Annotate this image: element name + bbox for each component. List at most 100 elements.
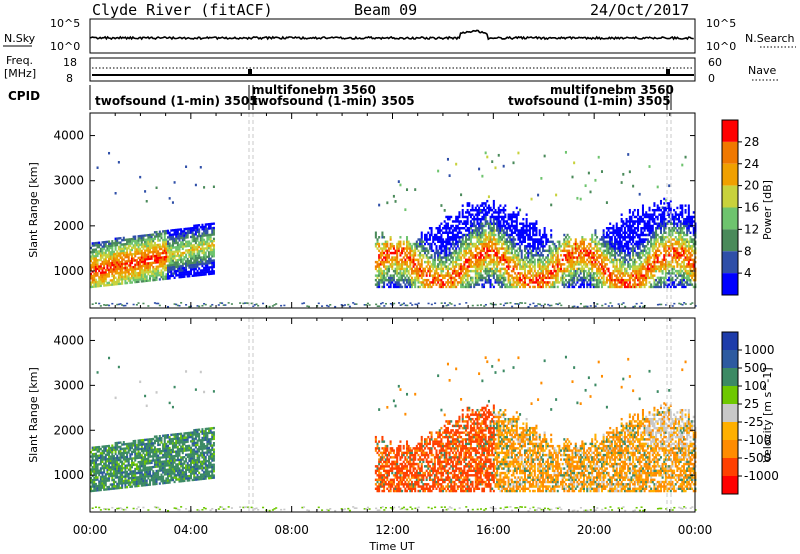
power-echo-cell (145, 247, 148, 250)
power-echo-cell (538, 231, 541, 234)
power-echo-cell (491, 215, 494, 219)
power-echo-cell (450, 274, 453, 277)
power-echo-cell (127, 242, 130, 246)
power-echo-cell (453, 238, 456, 241)
power-echo-cell (581, 260, 584, 264)
power-echo-cell (494, 260, 497, 264)
power-echo-cell (519, 238, 522, 241)
power-echo-cell (394, 267, 397, 271)
power-echo-cell (209, 222, 212, 226)
power-echo-cell (469, 285, 472, 289)
power-echo-cell (512, 269, 515, 273)
power-echo-cell (168, 268, 171, 271)
power-echo-cell (610, 278, 613, 282)
power-echo-cell (496, 220, 499, 223)
power-echo-cell (181, 251, 184, 255)
power-echo-cell (142, 251, 145, 255)
power-echo-cell (645, 283, 648, 286)
power-echo-cell (191, 268, 194, 271)
power-echo-cell (112, 283, 115, 286)
power-echo-cell (450, 278, 453, 282)
power-echo-cell (522, 258, 525, 262)
power-echo-cell (163, 262, 166, 265)
power-echo-cell (394, 281, 397, 284)
power-echo-cell (484, 208, 487, 212)
power-echo-cell (556, 240, 559, 243)
power-echo-cell (410, 276, 413, 280)
power-echo-cell (573, 281, 576, 284)
power-echo-cell (466, 251, 469, 255)
power-echo-cell (525, 251, 528, 255)
power-echo-cell (433, 269, 436, 273)
power-echo-cell (94, 270, 97, 273)
power-echo-cell (168, 242, 171, 245)
power-echo-cell (612, 249, 615, 253)
power-echo-cell (183, 236, 186, 239)
power-echo-cell (412, 260, 415, 264)
power-echo-cell (574, 272, 577, 275)
power-echo-cell (447, 304, 450, 306)
power-echo-cell (112, 261, 115, 264)
power-echo-cell (412, 283, 415, 286)
power-echo-cell (147, 266, 150, 269)
power-echo-cell (509, 278, 512, 282)
power-echo-cell (424, 267, 427, 271)
power-echo-cell (466, 285, 469, 289)
power-echo-cell (515, 215, 518, 219)
power-echo-cell (108, 264, 111, 267)
power-echo-cell (122, 258, 125, 261)
power-echo-cell (469, 238, 472, 241)
power-echo-cell (515, 220, 518, 223)
power-echo-cell (550, 260, 553, 264)
power-echo-cell (578, 267, 581, 271)
power-echo-cell (185, 255, 188, 259)
power-echo-cell (116, 265, 119, 268)
power-echo-cell (638, 305, 641, 308)
power-echo-cell (563, 263, 566, 266)
power-echo-cell (433, 274, 436, 277)
power-echo-cell (171, 239, 174, 243)
power-echo-cell (106, 262, 109, 265)
power-echo-cell (553, 247, 556, 250)
power-echo-cell (532, 274, 535, 277)
power-echo-cell (510, 222, 513, 225)
power-echo-cell (510, 245, 513, 248)
power-echo-cell (550, 285, 553, 289)
power-echo-cell (422, 256, 425, 259)
power-echo-cell (402, 272, 405, 275)
power-echo-cell (519, 247, 522, 250)
power-echo-cell (194, 274, 197, 277)
power-echo-cell (582, 276, 585, 280)
power-echo-cell (514, 220, 517, 223)
power-echo-cell (417, 272, 420, 275)
power-echo-cell (468, 213, 471, 216)
power-echo-cell (442, 238, 445, 241)
power-echo-cell (628, 222, 631, 225)
power-echo-cell (461, 233, 464, 237)
power-echo-cell (392, 269, 395, 273)
power-echo-cell (504, 242, 507, 246)
power-echo-cell (620, 229, 623, 232)
power-echo-cell (605, 254, 608, 257)
power-echo-cell (615, 233, 618, 237)
power-echo-cell (602, 281, 605, 284)
power-echo-cell (468, 202, 471, 205)
power-echo-cell (414, 267, 417, 271)
power-echo-cell (476, 229, 479, 232)
power-echo-cell (167, 305, 170, 308)
power-echo-cell (543, 233, 546, 237)
power-echo-cell (353, 303, 356, 305)
power-echo-cell (541, 260, 545, 264)
power-echo-cell (519, 274, 522, 277)
power-echo-cell (525, 283, 528, 286)
power-echo-cell (165, 238, 168, 241)
power-echo-cell (121, 252, 124, 255)
power-echo-cell (484, 245, 487, 248)
power-echo-cell (394, 269, 397, 273)
power-echo-cell (94, 272, 97, 275)
power-echo-cell (463, 215, 466, 219)
power-echo-cell (473, 224, 476, 228)
power-echo-cell (514, 245, 517, 248)
power-echo-cell (622, 220, 625, 223)
power-echo-cell (607, 247, 610, 250)
